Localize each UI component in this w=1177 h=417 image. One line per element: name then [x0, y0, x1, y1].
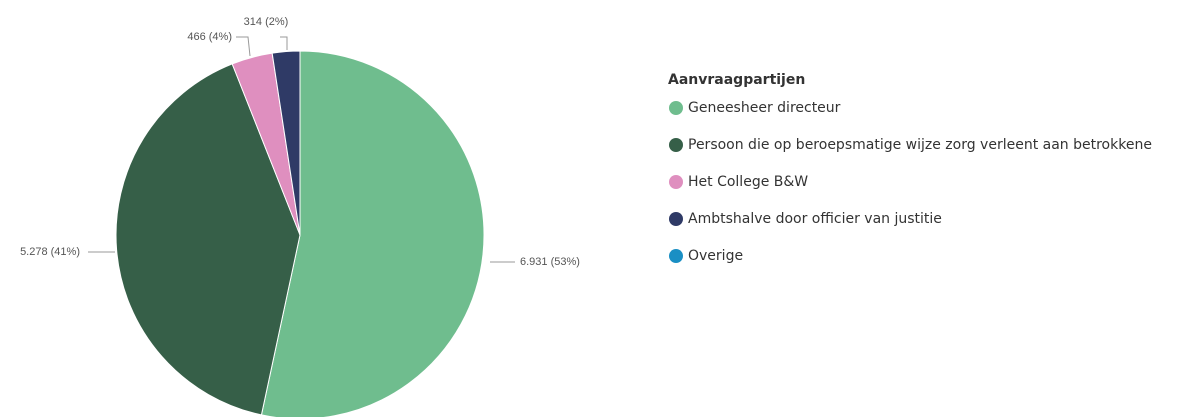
legend-label: Ambtshalve door officier van justitie: [688, 211, 942, 227]
pie-slice: [271, 50, 301, 236]
leader-line: [236, 36, 251, 57]
data-label: 6.931 (53%): [520, 256, 580, 268]
legend-label: Geneesheer directeur: [688, 100, 841, 116]
pie-slice: [115, 63, 301, 416]
data-label: 5.278 (41%): [20, 246, 80, 258]
legend-marker: [669, 249, 683, 263]
legend-marker: [669, 212, 683, 226]
legend-marker: [669, 101, 683, 115]
legend-label: Het College B&W: [688, 174, 808, 190]
leader-line: [280, 36, 288, 50]
data-label: 314 (2%): [244, 16, 289, 28]
legend-marker: [669, 175, 683, 189]
legend-label: Persoon die op beroepsmatige wijze zorg …: [688, 137, 1152, 153]
pie-slice: [260, 50, 485, 417]
legend-marker: [669, 138, 683, 152]
data-label: 466 (4%): [187, 31, 232, 43]
legend-label: Overige: [688, 248, 743, 264]
legend-title: Aanvraagpartijen: [668, 72, 805, 88]
